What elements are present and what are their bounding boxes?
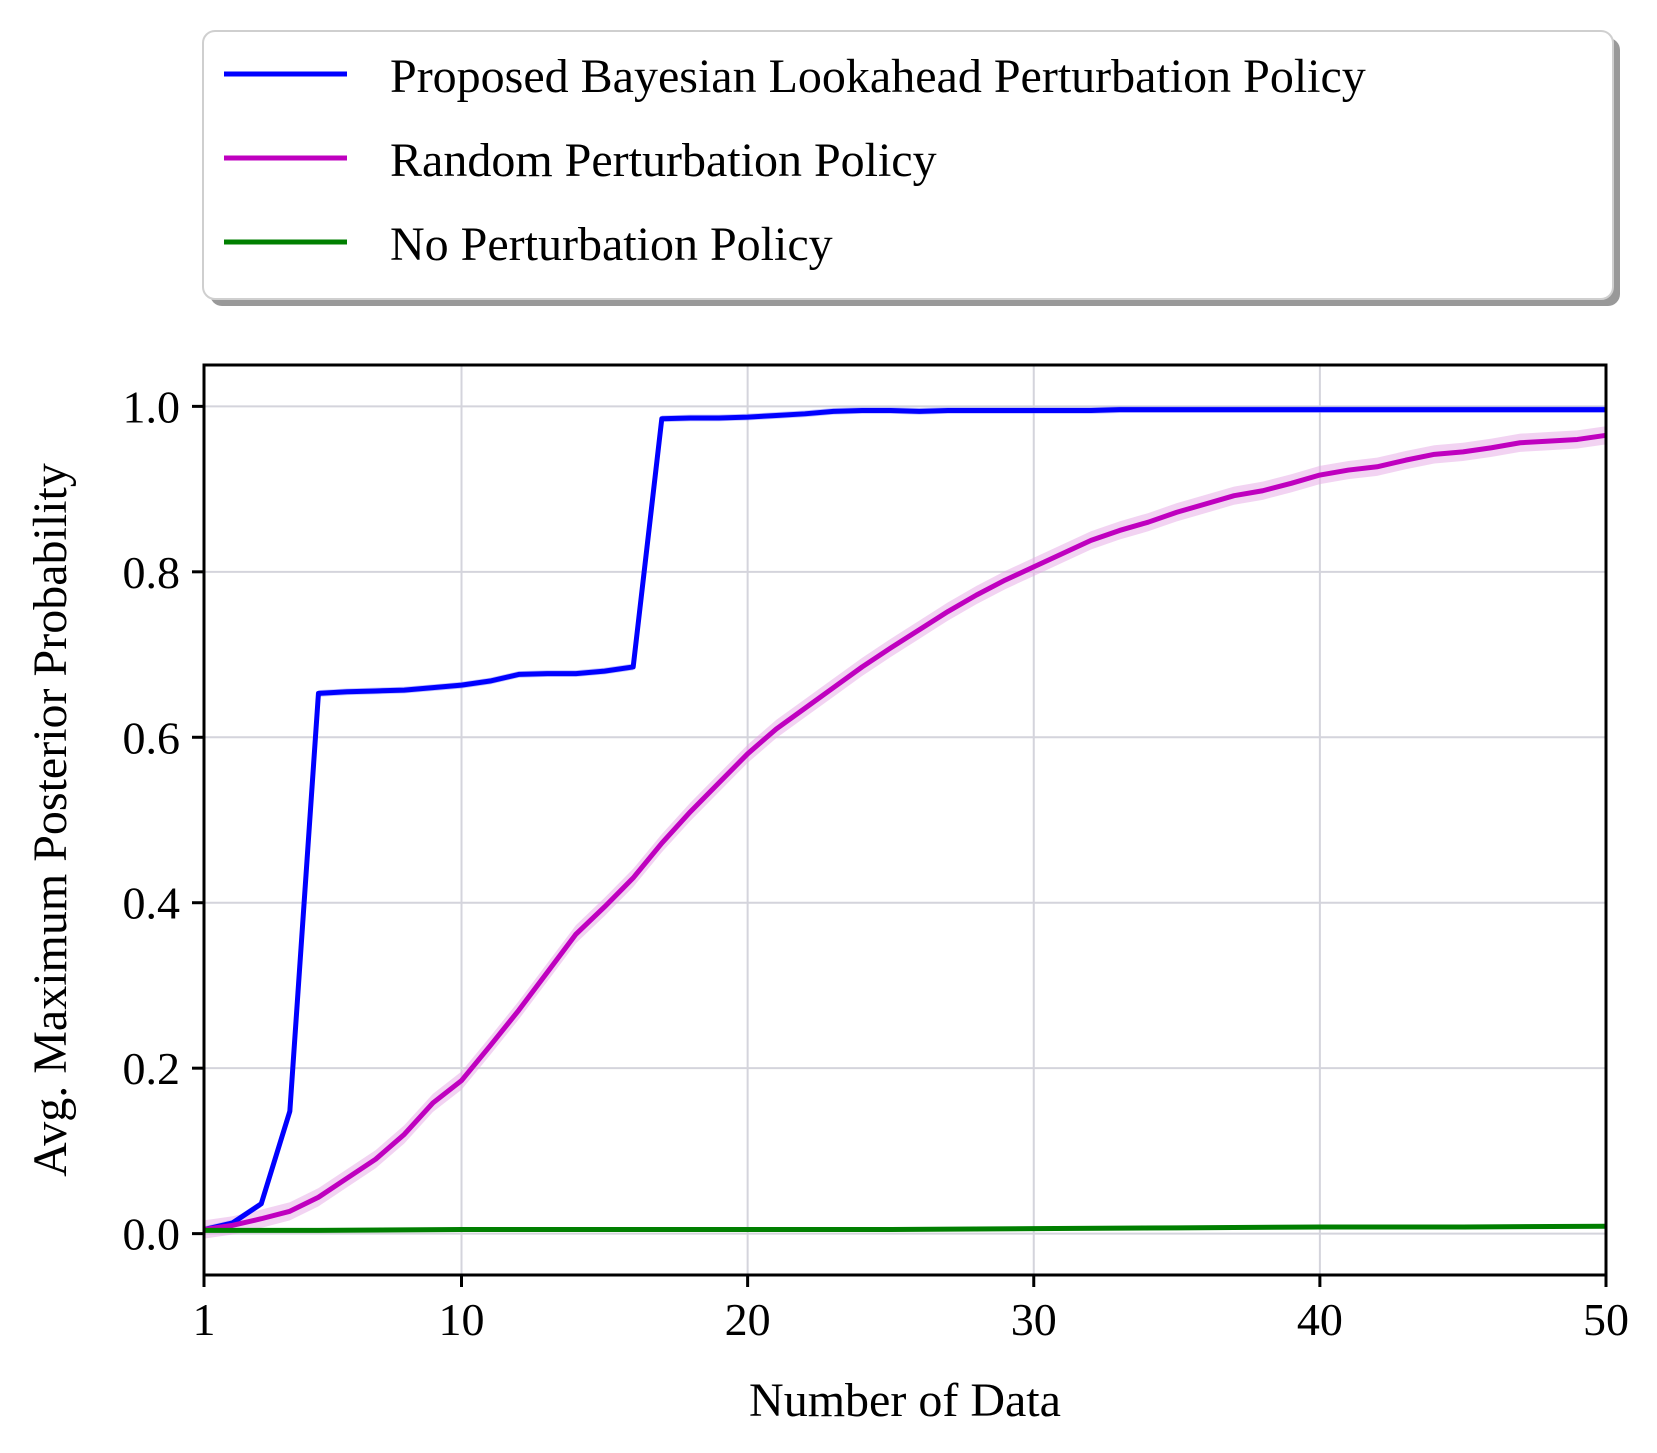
gridlines — [204, 365, 1606, 1275]
series-line-2 — [204, 1223, 1607, 1233]
axis-ticks: 1 10 20 30 40 50 0.0 0.2 0.4 0.6 0.8 1.0 — [123, 381, 1630, 1345]
y-tick-label: 0.2 — [123, 1043, 181, 1094]
legend-label-2: No Perturbation Policy — [390, 218, 833, 271]
x-tick-label: 40 — [1297, 1294, 1343, 1345]
y-tick-label: 0.0 — [123, 1209, 181, 1260]
series-line-1 — [203, 432, 1607, 1232]
legend: Proposed Bayesian Lookahead Perturbation… — [202, 30, 1620, 306]
y-tick-label: 1.0 — [123, 381, 181, 432]
y-tick-label: 0.8 — [123, 547, 181, 598]
x-tick-label: 20 — [725, 1294, 771, 1345]
legend-label-0: Proposed Bayesian Lookahead Perturbation… — [390, 50, 1366, 103]
y-axis-title: Avg. Maximum Posterior Probability — [24, 463, 77, 1177]
confidence-bands — [204, 406, 1606, 1239]
x-tick-label: 30 — [1011, 1294, 1057, 1345]
legend-label-1: Random Perturbation Policy — [390, 134, 937, 187]
x-tick-label: 10 — [439, 1294, 485, 1345]
series-lines — [203, 407, 1607, 1233]
legend-box — [202, 30, 1614, 300]
series-line-0 — [203, 407, 1606, 1232]
y-tick-label: 0.6 — [123, 712, 181, 763]
plot-frame — [202, 363, 1608, 1277]
series-band-1 — [204, 426, 1606, 1239]
y-tick-label: 0.4 — [123, 878, 181, 929]
x-axis-title: Number of Data — [749, 1374, 1061, 1427]
x-tick-label: 1 — [193, 1294, 216, 1345]
series-band-0 — [204, 406, 1606, 1233]
x-tick-label: 50 — [1583, 1294, 1629, 1345]
